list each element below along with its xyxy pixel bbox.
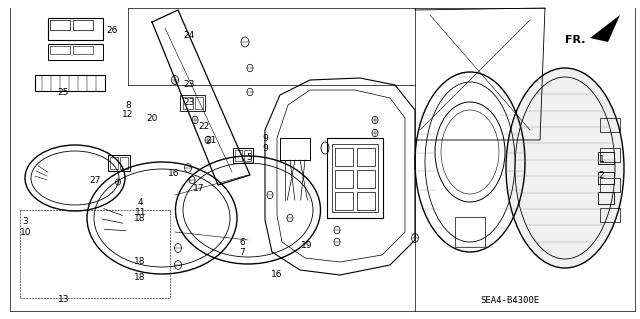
- Bar: [357, 170, 375, 188]
- Bar: [235, 150, 242, 161]
- Text: 9: 9: [263, 134, 268, 143]
- Bar: [233, 148, 253, 163]
- Bar: [335, 192, 353, 210]
- Bar: [48, 44, 103, 60]
- Text: 20: 20: [146, 114, 157, 122]
- Text: 22: 22: [198, 122, 209, 130]
- Text: 3: 3: [23, 217, 28, 226]
- Bar: [50, 46, 70, 54]
- Text: 18: 18: [134, 257, 145, 266]
- Bar: [598, 192, 614, 204]
- Text: 18: 18: [134, 214, 145, 223]
- Ellipse shape: [506, 68, 624, 268]
- Text: 7: 7: [239, 248, 244, 256]
- Text: 1: 1: [599, 155, 604, 164]
- Bar: [335, 170, 353, 188]
- Bar: [73, 20, 93, 30]
- Bar: [327, 138, 383, 218]
- Text: 16: 16: [168, 169, 180, 178]
- Text: 9: 9: [263, 144, 268, 153]
- Text: 27: 27: [89, 176, 100, 185]
- Bar: [335, 148, 353, 166]
- Text: 25: 25: [57, 88, 68, 97]
- Bar: [73, 46, 93, 54]
- Polygon shape: [590, 15, 620, 42]
- Bar: [357, 192, 375, 210]
- Text: 12: 12: [122, 110, 134, 119]
- Text: 6: 6: [239, 238, 244, 247]
- Text: 23: 23: [183, 80, 195, 89]
- Text: 21: 21: [205, 136, 217, 145]
- Bar: [357, 148, 375, 166]
- Bar: [280, 138, 310, 160]
- Bar: [35, 75, 105, 91]
- Text: 16: 16: [271, 270, 282, 279]
- Text: 24: 24: [183, 31, 195, 40]
- Bar: [110, 157, 118, 169]
- Text: 18: 18: [134, 273, 145, 282]
- Bar: [332, 144, 378, 212]
- Bar: [598, 152, 614, 164]
- Bar: [180, 95, 205, 111]
- Text: 11: 11: [135, 208, 147, 217]
- Bar: [598, 172, 614, 184]
- Text: 4: 4: [138, 198, 143, 207]
- Text: FR.: FR.: [565, 35, 586, 45]
- Text: 23: 23: [183, 98, 195, 107]
- Text: 5: 5: [247, 153, 252, 162]
- Text: 13: 13: [58, 295, 70, 304]
- Bar: [120, 157, 128, 169]
- Bar: [183, 97, 193, 109]
- Text: 2: 2: [599, 171, 604, 180]
- Bar: [600, 148, 620, 162]
- Text: 10: 10: [20, 228, 31, 237]
- Text: 8: 8: [125, 101, 131, 110]
- Bar: [244, 150, 251, 161]
- Text: SEA4-B4300E: SEA4-B4300E: [480, 296, 539, 305]
- Bar: [108, 155, 130, 171]
- Bar: [50, 20, 70, 30]
- Text: 26: 26: [106, 26, 118, 35]
- Text: 19: 19: [301, 241, 313, 250]
- Bar: [48, 18, 103, 40]
- Bar: [600, 178, 620, 192]
- Bar: [600, 118, 620, 132]
- Bar: [600, 208, 620, 222]
- Text: 17: 17: [193, 184, 204, 193]
- Bar: [455, 217, 485, 247]
- Bar: [195, 97, 203, 109]
